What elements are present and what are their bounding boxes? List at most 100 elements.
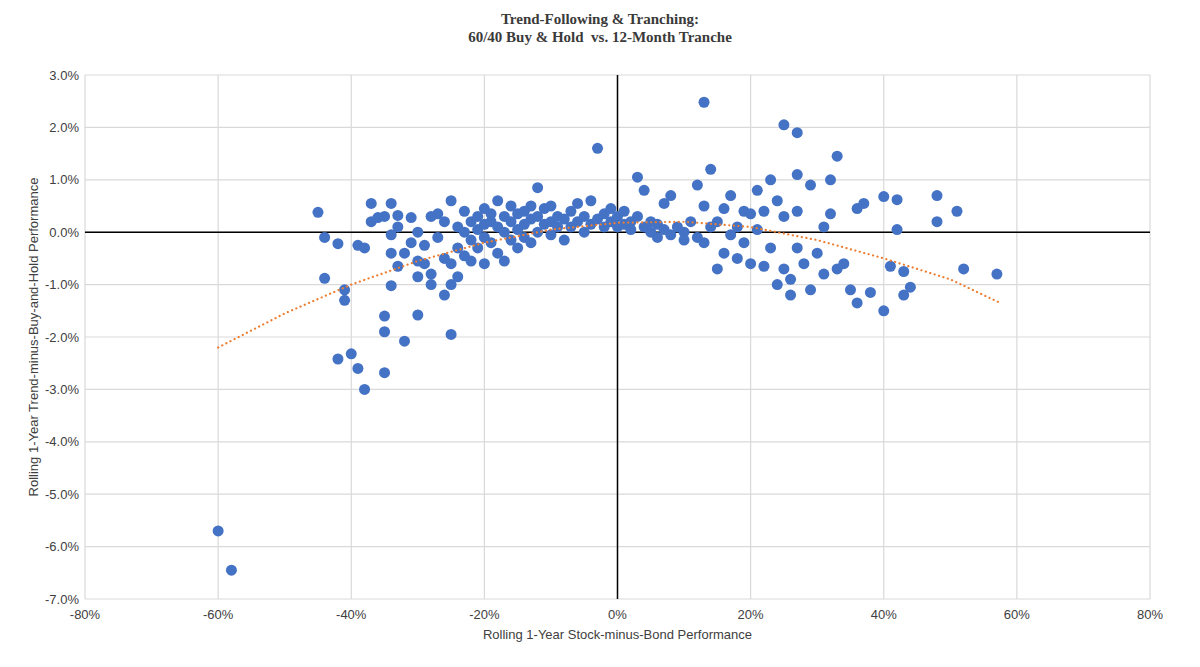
- point: [379, 311, 390, 322]
- point: [685, 216, 696, 227]
- point: [366, 198, 377, 209]
- scatter-series: [213, 97, 1003, 576]
- point: [632, 172, 643, 183]
- y-tick-label: 0.0%: [49, 225, 79, 240]
- point: [898, 266, 909, 277]
- point: [332, 238, 343, 249]
- x-tick-label: 60%: [1004, 607, 1030, 622]
- point: [439, 216, 450, 227]
- chart: Trend-Following & Tranching:60/40 Buy & …: [0, 0, 1200, 667]
- point: [745, 208, 756, 219]
- point: [379, 326, 390, 337]
- point: [346, 348, 357, 359]
- point: [818, 269, 829, 280]
- point: [446, 258, 457, 269]
- point: [745, 258, 756, 269]
- point: [772, 195, 783, 206]
- point: [805, 180, 816, 191]
- point: [319, 273, 330, 284]
- point: [858, 198, 869, 209]
- point: [632, 211, 643, 222]
- point: [805, 284, 816, 295]
- point: [426, 269, 437, 280]
- x-tick-label: -40%: [336, 607, 367, 622]
- point: [386, 248, 397, 259]
- point: [532, 182, 543, 193]
- y-tick-label: -1.0%: [45, 277, 79, 292]
- trend-line: [218, 222, 1000, 348]
- point: [406, 237, 417, 248]
- point: [339, 284, 350, 295]
- point: [446, 329, 457, 340]
- y-tick-label: -4.0%: [45, 434, 79, 449]
- point: [752, 185, 763, 196]
- point: [213, 525, 224, 536]
- y-tick-label: -7.0%: [45, 592, 79, 607]
- point: [738, 237, 749, 248]
- point: [825, 174, 836, 185]
- point: [392, 210, 403, 221]
- point: [892, 224, 903, 235]
- title: Trend-Following & Tranching:: [501, 11, 699, 27]
- point: [392, 221, 403, 232]
- point: [525, 201, 536, 212]
- x-tick-label: 40%: [871, 607, 897, 622]
- point: [512, 242, 523, 253]
- point: [765, 174, 776, 185]
- point: [226, 565, 237, 576]
- point: [991, 269, 1002, 280]
- point: [892, 194, 903, 205]
- point: [705, 164, 716, 175]
- point: [412, 271, 423, 282]
- point: [785, 290, 796, 301]
- x-tick-label: 0%: [608, 607, 627, 622]
- point: [692, 180, 703, 191]
- point: [446, 195, 457, 206]
- point: [932, 216, 943, 227]
- point: [379, 367, 390, 378]
- point: [832, 151, 843, 162]
- point: [765, 242, 776, 253]
- x-tick-label: 80%: [1137, 607, 1163, 622]
- point: [319, 232, 330, 243]
- point: [905, 282, 916, 293]
- point: [459, 206, 470, 217]
- point: [719, 203, 730, 214]
- point: [559, 235, 570, 246]
- y-tick-label: 3.0%: [49, 68, 79, 83]
- point: [732, 221, 743, 232]
- y-zero-axis: [617, 75, 619, 599]
- point: [479, 258, 490, 269]
- point: [419, 240, 430, 251]
- plot-area: [213, 97, 1003, 576]
- y-tick-label: -5.0%: [45, 487, 79, 502]
- y-axis-label: Rolling 1-Year Trend-minus-Buy-and-Hold …: [26, 178, 41, 497]
- point: [778, 211, 789, 222]
- point: [386, 198, 397, 209]
- point: [792, 206, 803, 217]
- x-axis-label: Rolling 1-Year Stock-minus-Bond Performa…: [483, 627, 752, 642]
- point: [951, 206, 962, 217]
- point: [838, 258, 849, 269]
- point: [572, 198, 583, 209]
- point: [545, 201, 556, 212]
- point: [865, 287, 876, 298]
- point: [792, 242, 803, 253]
- x-tick-label: -20%: [469, 607, 500, 622]
- point: [352, 363, 363, 374]
- point: [625, 224, 636, 235]
- y-tick-label: -2.0%: [45, 330, 79, 345]
- grid: [85, 75, 1150, 599]
- point: [339, 295, 350, 306]
- point: [525, 237, 536, 248]
- point: [492, 195, 503, 206]
- point: [619, 206, 630, 217]
- point: [426, 279, 437, 290]
- point: [778, 263, 789, 274]
- point: [399, 336, 410, 347]
- point: [699, 201, 710, 212]
- point: [699, 237, 710, 248]
- point: [386, 280, 397, 291]
- point: [732, 253, 743, 264]
- x-tick-label: -60%: [203, 607, 234, 622]
